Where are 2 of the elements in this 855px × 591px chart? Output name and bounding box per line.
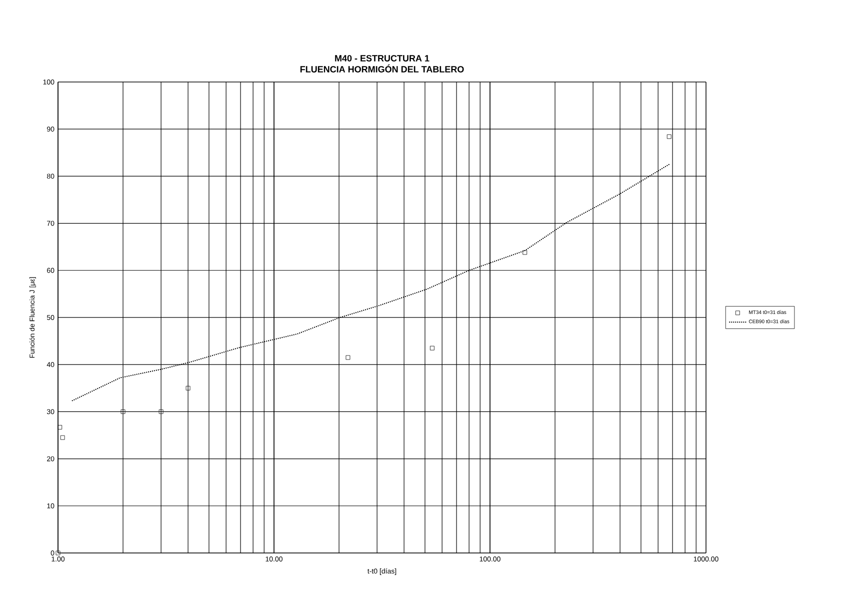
chart-title: M40 - ESTRUCTURA 1	[335, 55, 430, 62]
chart-subtitle: FLUENCIA HORMIGÓN DEL TABLERO	[300, 64, 464, 72]
